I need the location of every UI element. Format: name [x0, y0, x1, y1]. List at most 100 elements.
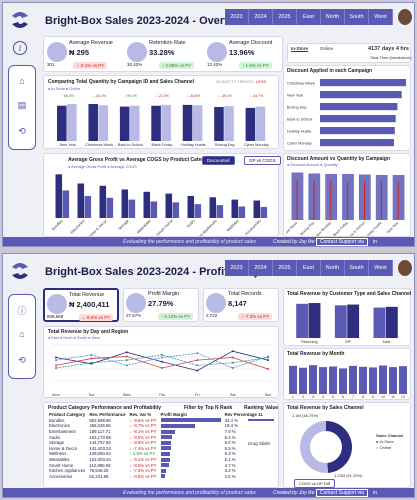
nav-2023[interactable]: 2023	[225, 260, 249, 276]
filter-nav: 2023 2024 2025 East North South West	[225, 260, 393, 276]
bar	[379, 365, 387, 394]
nav-2023[interactable]: 2023	[225, 9, 249, 25]
linkedin-icon[interactable]: in	[373, 489, 377, 496]
cell-variance: ↓ -7.4% vs PY	[129, 468, 157, 474]
kpi-icon	[206, 293, 226, 313]
contact-support-link[interactable]: Contact Support via	[316, 488, 368, 497]
table-row[interactable]: Smart Home 112,890.93 ↓ -8.5% vs PY 4.7 %	[47, 462, 259, 468]
discount-quantity-chart-card: Discount Amount vs Quantity by Campaign …	[283, 153, 411, 237]
cell-percentage: 6.4 %	[224, 434, 236, 440]
nav-south[interactable]: South	[345, 9, 369, 25]
tick-label: VIP	[345, 340, 352, 344]
tick-label: Boxing Day	[215, 143, 235, 147]
nav-east[interactable]: East	[297, 260, 321, 276]
table-row[interactable]: Audio 153,170.58 ↓ -8.5% vs PY 6.4 %	[47, 434, 259, 440]
slice-label-online: 1.23M (51.25%)	[334, 473, 363, 478]
kpi-change-badge: ↑ 2.85% vs PY	[159, 62, 195, 69]
nav-2025[interactable]: 2025	[273, 9, 297, 25]
kpi-value: 33.28%	[149, 48, 175, 57]
cell-variance: ↑ 1.9% vs PY	[129, 451, 156, 457]
margin-bar	[160, 451, 171, 456]
tab-in-store[interactable]: In-Store	[291, 46, 309, 52]
cell-revenue: 144,757.92	[89, 440, 111, 446]
cell-revenue: 123,303.24	[89, 457, 111, 463]
cell-category: Bundles	[49, 417, 65, 423]
cogs-gp-diff-button[interactable]: COGS vs GP Diff	[294, 479, 335, 488]
col-header[interactable]: Rev. Performance	[89, 412, 126, 418]
contact-support-link[interactable]: Contact Support via	[316, 237, 368, 246]
refresh-icon[interactable]: ⟲	[18, 125, 26, 136]
legend-in-store: ● In-Store	[376, 439, 394, 444]
tab-online[interactable]: Online	[320, 46, 334, 51]
tick-label: Wearables	[136, 219, 152, 235]
nav-east[interactable]: East	[297, 9, 321, 25]
table-row[interactable]: Bundles 802,698.95 ↓ -9.6% vs PY 33.4 %	[47, 418, 259, 424]
kpi-prev-year: 30.43%	[127, 62, 143, 67]
tick-label: Boxing Day	[300, 221, 316, 236]
tab-discounted[interactable]: Discounted	[202, 156, 235, 165]
table-row[interactable]: Storage 144,757.92 ↓ -8.9% vs PY 6.0 %	[47, 440, 259, 446]
ranking-slider[interactable]	[248, 419, 274, 421]
col-header[interactable]: Profit Margin	[160, 412, 188, 418]
info-icon[interactable]: ⓘ	[17, 305, 27, 316]
tick-label: Black Friday	[152, 143, 173, 147]
table-row[interactable]: Electronics 466,226.66 ↓ -8.7% vs PY 19.4 %	[47, 423, 259, 429]
tick-label: Cyber Monday	[313, 221, 332, 236]
home-icon[interactable]: ⌂	[19, 76, 25, 86]
bar	[320, 103, 398, 111]
avatar[interactable]	[398, 9, 412, 25]
table-row[interactable]: Accessories 62,231.99 ↓ -0.5% vs PY 2.6 %	[47, 474, 259, 480]
cell-category: Electronics	[49, 423, 71, 429]
col-header[interactable]: Rev. Var %	[129, 412, 152, 418]
nav-2025[interactable]: 2025	[273, 260, 297, 276]
tick-label: New Year	[386, 220, 400, 234]
nav-south[interactable]: South	[345, 260, 369, 276]
table-row[interactable]: Wellness 128,060.63 ↑ 1.9% vs PY 5.3 %	[47, 451, 259, 457]
nav-north[interactable]: North	[321, 9, 345, 25]
nav-west[interactable]: West	[369, 9, 393, 25]
less-toggle[interactable]: LESS	[256, 79, 267, 84]
kpi-value: 27.79%	[148, 299, 174, 308]
tick-label: 8	[362, 395, 364, 399]
refresh-icon[interactable]: ⟲	[18, 354, 26, 365]
cell-revenue: 802,698.95	[89, 417, 111, 423]
quantity-marker	[313, 181, 315, 220]
nav-west[interactable]: West	[369, 260, 393, 276]
chart-title: Total Revenue by Day and Region	[48, 329, 129, 335]
chart-title: Total Revenue by Customer Type and Sales…	[287, 291, 412, 297]
table-row[interactable]: Entertainment 189,117.71 ↓ -8.1% vs PY 7.9 …	[47, 429, 259, 435]
linkedin-icon[interactable]: in	[373, 238, 377, 245]
nav-2024[interactable]: 2024	[249, 260, 273, 276]
tick-label: Boxing Day	[287, 106, 307, 110]
gp-cogs-chart-card: Average Gross Profit vs Average COGS by …	[43, 153, 281, 237]
nav-north[interactable]: North	[321, 260, 345, 276]
table-row[interactable]: Wearables 123,303.24 ↓ -9.1% vs PY 5.1 %	[47, 457, 259, 463]
bar	[161, 104, 171, 141]
quantity-trends-toggle[interactable]: QUANTITY TRENDS	[216, 79, 254, 84]
nav-2024[interactable]: 2024	[249, 9, 273, 25]
cell-category: Wearables	[49, 457, 70, 463]
table-row[interactable]: Home & Decor 141,403.24 ↓ -7.4% vs PY 5.9 %	[47, 446, 259, 452]
col-header[interactable]: Rev Percentage	[224, 412, 257, 418]
cell-variance: ↓ -8.5% vs PY	[129, 462, 157, 468]
bar	[143, 191, 151, 218]
bar	[319, 367, 327, 394]
kpi-change-badge: ↓ -7.3% vs PY	[238, 313, 273, 320]
bar	[369, 367, 377, 394]
avatar[interactable]	[398, 260, 412, 276]
col-header[interactable]: Product Category	[49, 412, 86, 418]
bar	[238, 206, 246, 218]
cell-revenue: 62,231.99	[89, 473, 109, 479]
discount-hbar-chart: Christmas Week New Year Boxing Day Back to …	[287, 79, 406, 147]
cell-margin-bar	[159, 440, 223, 446]
cell-revenue: 76,548.20	[89, 468, 109, 474]
document-icon[interactable]: ▤	[17, 99, 27, 110]
cell-revenue: 128,060.63	[89, 451, 111, 457]
data-label: ↓ -45.1%	[218, 94, 232, 98]
table-row[interactable]: Kitchen Appliances 76,548.20 ↓ -7.4% vs PY…	[47, 468, 259, 474]
info-icon[interactable]: i	[13, 41, 27, 55]
data-label: ↓ -44.1%	[92, 94, 106, 98]
home-icon[interactable]: ⌂	[19, 329, 25, 339]
legend-label: In-Store	[379, 439, 394, 444]
tab-gp-vs-cogs[interactable]: GP vs COGS	[244, 156, 281, 165]
